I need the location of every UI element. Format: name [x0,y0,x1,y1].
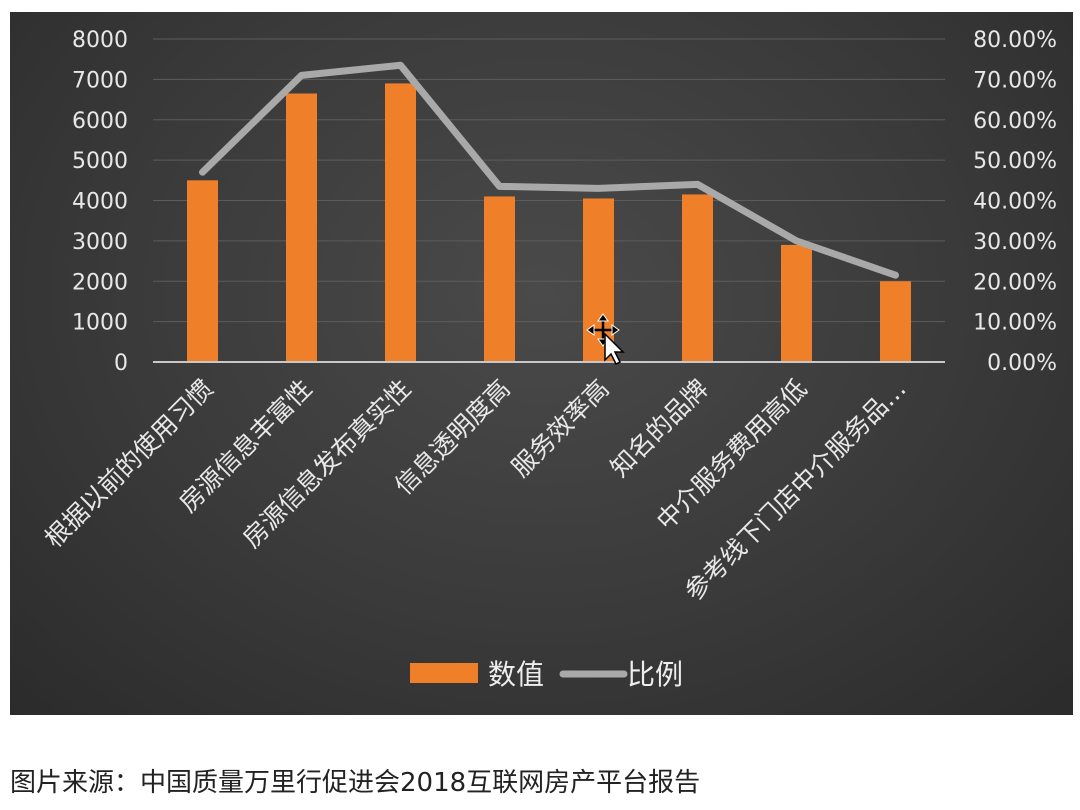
y-right-tick-label: 70.00% [973,68,1057,93]
y-right-tick-label: 40.00% [973,190,1057,215]
legend: 数值 比例 [410,658,683,691]
bar [187,180,218,362]
line-point [498,185,501,188]
combo-chart: 0 1000 2000 3000 4000 5000 6000 7000 8000 0.00% 10… [39,28,1057,691]
legend-label: 比例 [627,658,683,691]
x-tick-label: 知名的品牌 [605,374,714,483]
cursor-pointer [604,332,625,366]
line-point [795,239,798,242]
cursor-arrowhead [586,324,595,336]
chart-panel: 0 1000 2000 3000 4000 5000 6000 7000 8000 0.00% 10… [10,12,1073,715]
y-left-tick-label: 4000 [72,190,128,215]
y-right-tick-label: 50.00% [973,149,1057,174]
y-left-tick-label: 1000 [72,311,128,336]
bar [880,281,911,362]
bar [583,198,614,362]
line-series [199,61,899,279]
line-point [201,171,204,174]
y-right-tick-label: 20.00% [973,270,1057,295]
legend-label: 数值 [488,658,544,691]
bar-series [187,83,911,362]
y-left-tick-label: 5000 [72,149,128,174]
y-right-tick-label: 30.00% [973,230,1057,255]
bar [385,83,416,362]
bar [484,196,515,362]
x-tick-label: 服务效率高 [506,374,615,483]
gridlines [153,38,945,323]
bar [286,93,317,362]
y-right-tick-label: 80.00% [973,28,1057,53]
x-tick-label: 根据以前的使用习惯 [39,374,219,554]
y-left-tick-label: 3000 [72,230,128,255]
y-left-tick-label: 7000 [72,68,128,93]
bar [682,194,713,362]
y-left-tick-label: 8000 [72,28,128,53]
legend-bar-swatch [410,663,478,683]
line-point [696,183,699,186]
y-right-tick-label: 10.00% [973,311,1057,336]
x-tick-label: 房源信息发布真实性 [237,374,417,554]
bar [781,244,812,362]
cursor-arrowhead [597,313,609,322]
ratio-line [199,61,899,279]
y-left-tick-label: 0 [114,351,128,376]
move-cursor-icon [586,313,625,366]
line-point [597,187,600,190]
figure-caption: 图片来源：中国质量万里行促进会2018互联网房产平台报告 [10,768,701,798]
y-left-tick-label: 6000 [72,109,128,134]
y-right-tick-label: 0.00% [987,351,1057,376]
line-point [894,274,897,277]
line-point [300,74,303,77]
line-point [399,64,402,67]
y-right-tick-label: 60.00% [973,109,1057,134]
y-left-tick-label: 2000 [72,270,128,295]
cursor-arrowhead [611,324,620,336]
